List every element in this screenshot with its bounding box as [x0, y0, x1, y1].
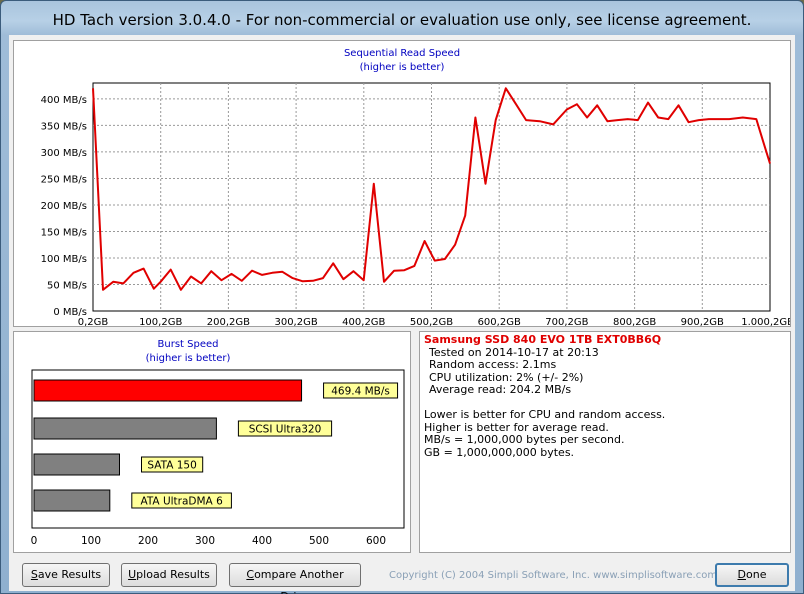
note-gb-definition: GB = 1,000,000,000 bytes. [424, 445, 575, 459]
seq-y-tick-label: 0 MB/s [53, 307, 87, 318]
random-access: Random access: 2.1ms [429, 358, 557, 372]
note-lower-better: Lower is better for CPU and random acces… [424, 407, 666, 421]
results-info: Samsung SSD 840 EVO 1TB EXT0BB6Q Tested … [424, 333, 666, 459]
seq-x-tick-label: 200,2GB [207, 317, 250, 326]
burst-x-tick-label: 600 [366, 535, 386, 547]
note-mbs-definition: MB/s = 1,000,000 bytes per second. [424, 433, 625, 447]
seq-y-tick-label: 300 MB/s [41, 148, 87, 159]
burst-bar-label: 469.4 MB/s [331, 386, 390, 398]
burst-bar [33, 453, 120, 476]
burst-bar-label: ATA UltraDMA 6 [140, 496, 223, 508]
burst-speed-panel: Burst Speed (higher is better) 469.4 MB/… [13, 331, 411, 553]
drive-name: Samsung SSD 840 EVO 1TB EXT0BB6Q [424, 333, 662, 346]
burst-x-tick-label: 500 [309, 535, 329, 547]
tested-on: Tested on 2014-10-17 at 20:13 [429, 345, 599, 359]
burst-bar-label: SATA 150 [147, 460, 196, 472]
burst-plot-frame [31, 369, 405, 529]
window-title: HD Tach version 3.0.4.0 - For non-commer… [52, 11, 752, 29]
results-info-panel: Samsung SSD 840 EVO 1TB EXT0BB6Q Tested … [419, 331, 791, 553]
seq-y-tick-label: 250 MB/s [41, 174, 87, 185]
burst-bar-label-box [141, 456, 204, 473]
seq-x-tick-label: 1.000,2GB [741, 317, 790, 326]
sequential-read-chart: Sequential Read Speed (higher is better)… [41, 48, 794, 328]
seq-x-tick-label: 800,2GB [613, 317, 656, 326]
seq-x-tick-label: 900,2GB [681, 317, 724, 326]
seq-y-tick-label: 200 MB/s [41, 201, 87, 212]
seq-chart-title: Sequential Read Speed [344, 48, 460, 59]
seq-x-tick-label: 500,2GB [410, 317, 453, 326]
seq-x-tick-label: 300,2GB [274, 317, 317, 326]
seq-y-tick-label: 400 MB/s [41, 95, 87, 106]
cpu-utilization: CPU utilization: 2% (+/- 2%) [429, 370, 584, 384]
seq-x-tick-label: 400,2GB [342, 317, 385, 326]
burst-chart-title: Burst Speed [158, 339, 219, 350]
average-read: Average read: 204.2 MB/s [429, 383, 572, 397]
save-results-button[interactable]: Save Results [22, 563, 110, 587]
burst-bar-label-box [323, 382, 399, 399]
seq-x-tick-label: 100,2GB [139, 317, 182, 326]
burst-speed-chart: Burst Speed (higher is better) 469.4 MB/… [31, 339, 405, 547]
burst-x-tick-label: 0 [31, 535, 38, 547]
seq-y-tick-label: 150 MB/s [41, 227, 87, 238]
seq-y-tick-label: 350 MB/s [41, 121, 87, 132]
burst-chart-subtitle: (higher is better) [146, 353, 231, 364]
sequential-read-panel: Sequential Read Speed (higher is better)… [13, 40, 794, 328]
compare-another-drive-button[interactable]: Compare Another Drive [229, 563, 361, 594]
burst-bar [33, 489, 111, 512]
seq-x-tick-label: 0,2GB [78, 317, 109, 326]
burst-x-tick-label: 200 [138, 535, 158, 547]
burst-bar [33, 379, 303, 402]
client-area: Sequential Read Speed (higher is better)… [9, 35, 795, 594]
burst-x-tick-label: 100 [81, 535, 101, 547]
burst-bar-label-box [237, 420, 333, 437]
burst-bar-label-box [131, 492, 232, 509]
seq-y-tick-label: 100 MB/s [41, 254, 87, 265]
burst-bar [33, 417, 217, 440]
note-higher-better: Higher is better for average read. [424, 420, 609, 434]
copyright-text: Copyright (C) 2004 Simpli Software, Inc.… [389, 570, 718, 581]
upload-results-button[interactable]: Upload Results [121, 563, 217, 587]
seq-x-tick-label: 700,2GB [545, 317, 588, 326]
done-button[interactable]: Done [715, 563, 789, 587]
burst-x-tick-label: 400 [252, 535, 272, 547]
seq-read-series-line [92, 87, 771, 291]
burst-x-tick-label: 300 [195, 535, 215, 547]
seq-x-tick-label: 600,2GB [478, 317, 521, 326]
seq-y-tick-label: 50 MB/s [47, 280, 87, 291]
burst-bar-label: SCSI Ultra320 [249, 424, 322, 436]
seq-chart-subtitle: (higher is better) [360, 62, 445, 73]
